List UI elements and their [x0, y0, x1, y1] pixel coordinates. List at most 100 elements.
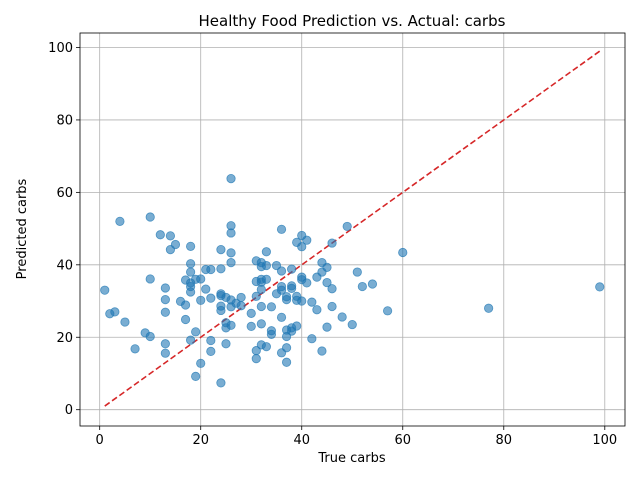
- y-tick-label: 40: [56, 258, 73, 273]
- scatter-point: [246, 308, 256, 318]
- scatter-point: [347, 319, 357, 330]
- scatter-point: [186, 241, 196, 251]
- scatter-point: [165, 231, 176, 241]
- scatter-point: [352, 267, 362, 277]
- scatter-point: [266, 302, 277, 312]
- scatter-point: [276, 266, 287, 276]
- scatter-point: [276, 224, 287, 234]
- scatter-point: [297, 242, 307, 252]
- scatter-point: [398, 247, 408, 258]
- scatter-point: [216, 378, 226, 388]
- scatter-point: [206, 346, 216, 356]
- scatter-point: [130, 344, 140, 354]
- scatter-point: [266, 329, 277, 339]
- scatter-point: [302, 278, 312, 288]
- y-tick-label: 100: [48, 41, 73, 56]
- scatter-point: [302, 235, 312, 245]
- y-axis-label: Predicted carbs: [15, 178, 30, 279]
- identity-reference-line: [104, 50, 601, 407]
- x-tick-label: 40: [293, 433, 310, 448]
- scatter-point: [206, 335, 216, 346]
- x-tick-label: 100: [592, 433, 617, 448]
- scatter-point: [180, 314, 191, 325]
- scatter-point: [160, 307, 170, 317]
- scatter-point: [186, 267, 196, 277]
- scatter-point: [322, 322, 332, 332]
- scatter-point: [155, 230, 165, 240]
- scatter-point: [322, 262, 332, 272]
- y-tick-label: 80: [56, 113, 73, 128]
- scatter-point: [307, 334, 317, 344]
- scatter-point: [327, 238, 337, 248]
- scatter-point: [261, 274, 271, 284]
- plot-frame: [79, 32, 626, 427]
- x-axis-label: True carbs: [317, 451, 385, 466]
- scatter-point: [383, 306, 393, 316]
- scatter-point: [357, 281, 367, 292]
- scatter-point: [312, 305, 322, 315]
- scatter-point: [261, 247, 271, 257]
- scatter-point: [256, 284, 266, 295]
- scatter-point: [186, 335, 196, 345]
- x-tick-label: 80: [496, 433, 513, 448]
- scatter-point: [180, 300, 191, 310]
- scatter-point: [287, 264, 297, 274]
- scatter-point: [191, 327, 201, 337]
- scatter-point: [236, 292, 246, 303]
- scatter-point: [216, 264, 226, 274]
- scatter-point: [327, 301, 337, 312]
- scatter-point: [196, 358, 206, 368]
- scatter-point: [226, 320, 236, 330]
- scatter-point: [256, 319, 266, 329]
- scatter-point: [206, 293, 216, 303]
- y-tick-label: 20: [56, 331, 73, 346]
- scatter-point: [256, 301, 266, 312]
- scatter-point: [120, 317, 130, 327]
- scatter-point: [246, 321, 256, 331]
- scatter-point: [261, 342, 271, 352]
- scatter-point: [170, 239, 181, 250]
- scatter-point: [145, 274, 155, 284]
- scatter-point: [226, 174, 236, 184]
- scatter-point: [226, 248, 236, 258]
- scatter-point: [145, 331, 155, 342]
- x-tick-label: 20: [192, 433, 209, 448]
- points-layer: [100, 174, 605, 388]
- scatter-point: [595, 282, 605, 292]
- scatter-point: [342, 221, 352, 232]
- scatter-point: [327, 284, 337, 294]
- scatter-point: [160, 348, 170, 358]
- scatter-point: [317, 346, 327, 356]
- scatter-point: [206, 264, 216, 275]
- scatter-point: [307, 297, 317, 307]
- scatter-point: [287, 283, 297, 293]
- scatter-point: [196, 295, 206, 305]
- scatter-point: [281, 294, 292, 305]
- scatter-point: [367, 279, 378, 289]
- scatter-point: [261, 260, 271, 271]
- scatter-point: [322, 277, 332, 288]
- scatter-point: [160, 283, 170, 293]
- scatter-point: [216, 305, 226, 316]
- scatter-point: [337, 312, 347, 322]
- scatter-point: [216, 245, 226, 255]
- scatter-point: [281, 357, 292, 367]
- scatter-point: [201, 284, 211, 294]
- reference-line-layer: [104, 50, 601, 407]
- scatter-point: [191, 371, 201, 381]
- scatter-point: [251, 354, 261, 364]
- x-tick-label: 0: [96, 433, 104, 448]
- scatter-point: [236, 301, 246, 311]
- scatter-point: [186, 287, 196, 297]
- ticks: 0 20 40 60 80 100 0 20 40 60 80 100: [48, 41, 617, 448]
- scatter-point: [484, 303, 494, 313]
- scatter-point: [276, 285, 287, 295]
- y-tick-label: 60: [56, 186, 73, 201]
- scatter-point: [292, 321, 302, 331]
- x-tick-label: 60: [394, 433, 411, 448]
- scatter-point: [160, 294, 170, 305]
- scatter-point: [115, 216, 125, 226]
- scatter-point: [251, 291, 261, 301]
- scatter-point: [196, 274, 206, 284]
